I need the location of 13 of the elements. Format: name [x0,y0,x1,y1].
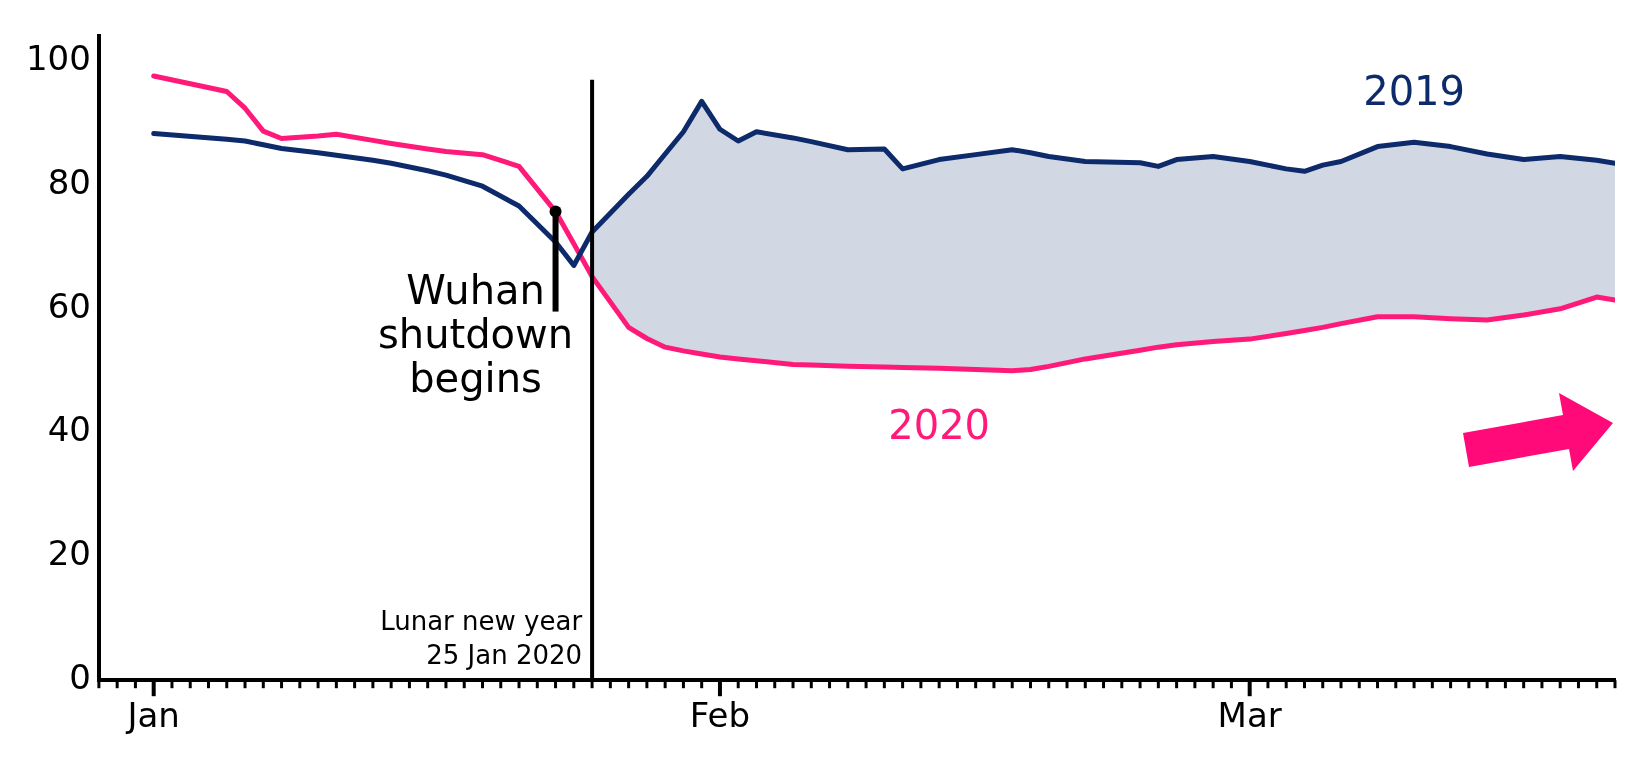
ref-line-label: Lunar new year 25 Jan 2020 [380,605,583,670]
y-tick-label: 40 [47,409,91,450]
y-tick-label: 20 [47,533,91,574]
series-label: 2020 [888,401,991,448]
y-tick-label: 100 [25,37,91,78]
annotation: Wuhan shutdown begins [377,266,574,401]
x-tick-label: Feb [689,695,751,736]
y-tick-label: 60 [47,285,91,326]
series-label: 2019 [1363,67,1465,114]
x-tick-label: Jan [125,695,180,736]
x-tick-label: Mar [1217,695,1282,736]
y-tick-label: 0 [69,657,91,698]
y-tick-label: 80 [47,161,91,202]
